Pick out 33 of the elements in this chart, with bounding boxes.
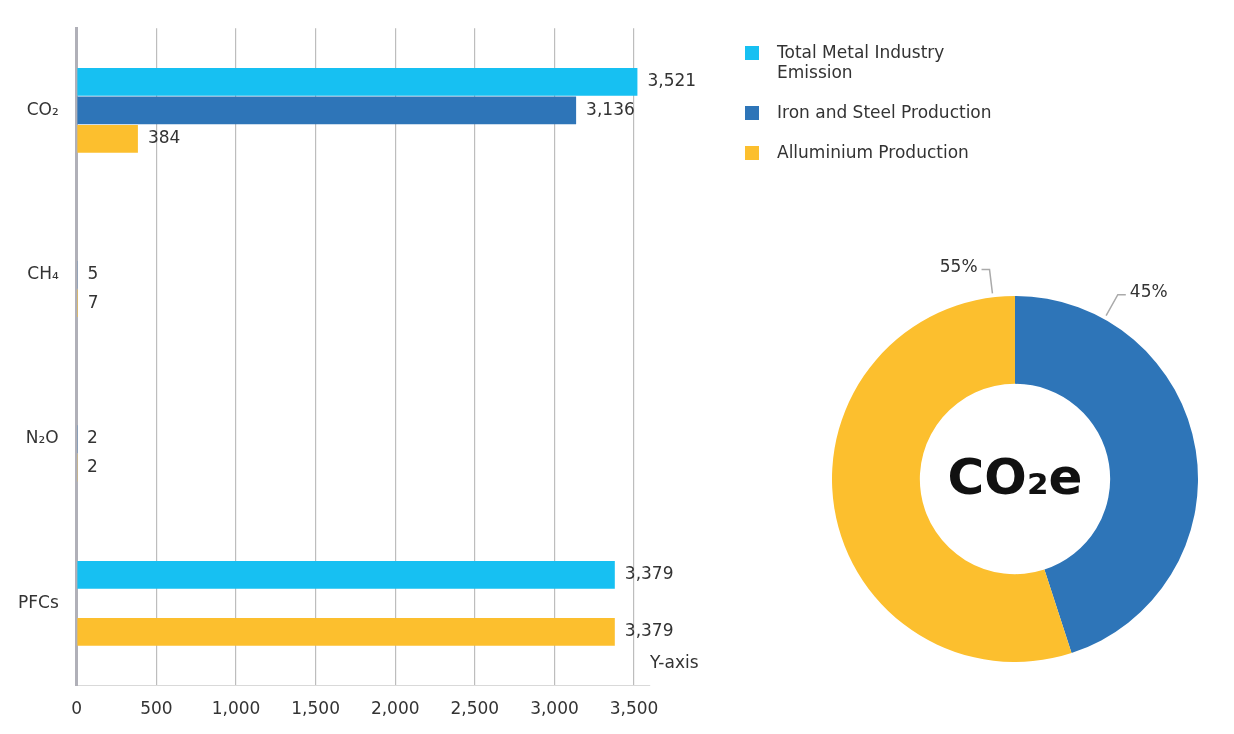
x-tick-label: 1,500 (291, 698, 340, 719)
x-tick-label: 2,500 (450, 698, 500, 719)
x-tick-label: 3,000 (530, 698, 579, 719)
data-label: 3,136 (586, 98, 635, 119)
bar (77, 96, 577, 125)
x-tick-label: 0 (71, 698, 83, 719)
text: CO₂e (947, 447, 1083, 506)
y-tick-label: CO₂ (26, 98, 59, 119)
data-label: 7 (87, 291, 99, 312)
y-tick-label: CH₄ (27, 263, 59, 284)
legend-label: Alluminium Production (777, 142, 969, 162)
data-label: 3,379 (624, 620, 674, 641)
bar (77, 561, 615, 589)
text: Y-axis (650, 652, 699, 672)
data-label: 3,521 (647, 70, 697, 91)
x-tick-label: 500 (140, 698, 173, 719)
data-label: 2 (87, 455, 98, 476)
y-tick-label: PFCs (17, 591, 59, 612)
data-label: 2 (87, 427, 98, 448)
legend-label: Total Metal Industry Emission (777, 42, 946, 82)
data-label: 55% (939, 255, 978, 276)
legend-label: Iron and Steel Production (777, 102, 992, 122)
x-tick-label: 1,000 (211, 698, 261, 719)
data-label: 384 (147, 127, 181, 148)
bar (77, 68, 638, 96)
data-label: 3,379 (624, 563, 674, 584)
x-tick-label: 2,000 (370, 698, 420, 719)
data-label: 45% (1129, 281, 1168, 302)
y-tick-label: N₂O (25, 427, 59, 448)
data-label: 5 (87, 263, 99, 284)
x-tick-label: 3,500 (609, 698, 659, 719)
bar (77, 125, 138, 153)
bar (77, 618, 615, 646)
